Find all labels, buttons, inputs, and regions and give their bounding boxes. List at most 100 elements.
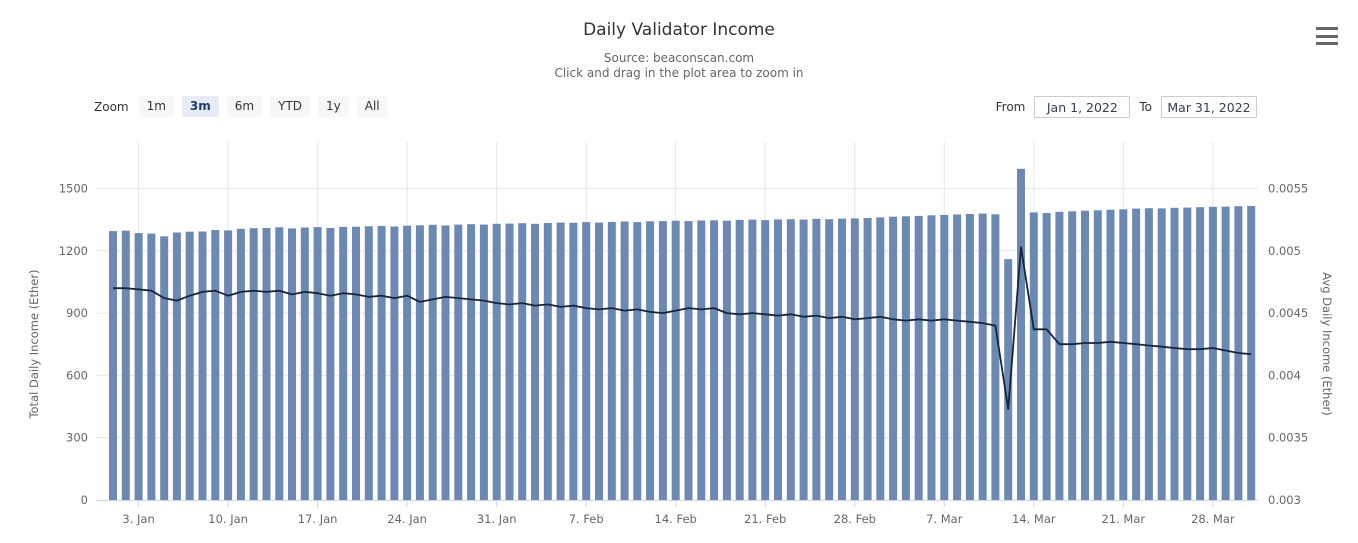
hamburger-menu-icon[interactable] bbox=[1314, 26, 1340, 46]
bar[interactable] bbox=[940, 214, 949, 500]
bar[interactable] bbox=[569, 222, 578, 501]
bar[interactable] bbox=[236, 228, 245, 501]
bar[interactable] bbox=[531, 223, 539, 501]
bar[interactable] bbox=[441, 225, 450, 501]
bar[interactable] bbox=[1196, 207, 1205, 500]
bar[interactable] bbox=[352, 226, 360, 500]
bar[interactable] bbox=[377, 225, 386, 500]
bar[interactable] bbox=[1055, 211, 1064, 501]
to-date-input[interactable] bbox=[1161, 96, 1257, 118]
bar[interactable] bbox=[172, 232, 181, 501]
bar[interactable] bbox=[364, 226, 373, 501]
bar[interactable] bbox=[838, 218, 846, 500]
bar[interactable] bbox=[1247, 205, 1256, 500]
bar[interactable] bbox=[211, 230, 220, 500]
bar[interactable] bbox=[825, 219, 834, 500]
bar[interactable] bbox=[953, 214, 962, 501]
bar[interactable] bbox=[1106, 209, 1115, 500]
bar[interactable] bbox=[1144, 208, 1153, 500]
bar[interactable] bbox=[1132, 208, 1141, 500]
bar[interactable] bbox=[300, 227, 309, 501]
bar[interactable] bbox=[774, 219, 782, 500]
bar[interactable] bbox=[467, 224, 476, 500]
bar[interactable] bbox=[134, 233, 143, 500]
bar[interactable] bbox=[633, 222, 642, 500]
bar[interactable] bbox=[812, 218, 821, 501]
bar[interactable] bbox=[415, 225, 424, 501]
column-series[interactable] bbox=[109, 168, 1256, 501]
zoom-button-all[interactable]: All bbox=[356, 96, 388, 117]
bar[interactable] bbox=[1004, 259, 1013, 500]
bar[interactable] bbox=[1170, 207, 1179, 501]
bar[interactable] bbox=[889, 216, 898, 500]
bar[interactable] bbox=[121, 230, 130, 500]
bar[interactable] bbox=[1017, 168, 1025, 501]
bar[interactable] bbox=[275, 227, 284, 501]
bar[interactable] bbox=[262, 228, 271, 500]
bar[interactable] bbox=[403, 225, 412, 500]
bar[interactable] bbox=[1093, 210, 1102, 501]
bar[interactable] bbox=[735, 219, 744, 500]
from-date-input[interactable] bbox=[1034, 96, 1131, 118]
bar[interactable] bbox=[1208, 206, 1217, 501]
zoom-button-1m[interactable]: 1m bbox=[138, 96, 174, 117]
bar[interactable] bbox=[185, 231, 194, 500]
bar[interactable] bbox=[620, 221, 629, 501]
bar[interactable] bbox=[1157, 208, 1166, 500]
zoom-button-6m[interactable]: 6m bbox=[226, 96, 263, 117]
bar[interactable] bbox=[1081, 210, 1089, 500]
bar[interactable] bbox=[710, 220, 719, 501]
bar[interactable] bbox=[748, 219, 757, 500]
bar[interactable] bbox=[927, 215, 936, 501]
bar[interactable] bbox=[147, 233, 156, 500]
bar[interactable] bbox=[1119, 209, 1128, 501]
bar[interactable] bbox=[390, 226, 399, 501]
bar[interactable] bbox=[722, 220, 731, 500]
bar[interactable] bbox=[339, 226, 348, 500]
zoom-button-3m[interactable]: 3m bbox=[181, 96, 219, 117]
bar[interactable] bbox=[863, 218, 872, 500]
bar[interactable] bbox=[646, 221, 655, 501]
bar[interactable] bbox=[492, 223, 501, 501]
bar[interactable] bbox=[224, 230, 233, 500]
bar[interactable] bbox=[109, 231, 117, 500]
plot-area[interactable]: 3. Jan 10. Jan 17. Jan 24. Jan 31. Jan 7. Feb… bbox=[0, 128, 1358, 543]
bar[interactable] bbox=[761, 220, 770, 500]
bar[interactable] bbox=[518, 223, 527, 500]
bar[interactable] bbox=[786, 219, 795, 500]
bar[interactable] bbox=[479, 224, 488, 500]
bar[interactable] bbox=[850, 218, 859, 500]
line-series[interactable] bbox=[113, 246, 1252, 410]
bar[interactable] bbox=[914, 215, 923, 500]
bar[interactable] bbox=[607, 221, 616, 500]
bar[interactable] bbox=[1068, 211, 1077, 501]
bar[interactable] bbox=[326, 228, 335, 500]
bar[interactable] bbox=[556, 222, 565, 500]
bar[interactable] bbox=[671, 220, 680, 500]
bar[interactable] bbox=[582, 222, 591, 500]
bar[interactable] bbox=[505, 223, 514, 500]
bar[interactable] bbox=[595, 222, 603, 500]
bar[interactable] bbox=[1029, 212, 1038, 500]
bar[interactable] bbox=[901, 216, 910, 501]
zoom-button-ytd[interactable]: YTD bbox=[270, 96, 311, 117]
bar[interactable] bbox=[978, 213, 987, 500]
bar[interactable] bbox=[198, 231, 207, 501]
bar[interactable] bbox=[543, 223, 552, 500]
bar[interactable] bbox=[1042, 213, 1051, 500]
bar[interactable] bbox=[313, 227, 322, 500]
bar[interactable] bbox=[288, 228, 296, 500]
bar[interactable] bbox=[991, 214, 1000, 501]
bar[interactable] bbox=[697, 220, 706, 501]
bar[interactable] bbox=[249, 228, 258, 500]
bar[interactable] bbox=[454, 224, 463, 500]
bar[interactable] bbox=[799, 219, 808, 500]
bar[interactable] bbox=[1183, 207, 1192, 500]
bar[interactable] bbox=[160, 236, 169, 501]
bar[interactable] bbox=[684, 221, 693, 500]
zoom-button-1y[interactable]: 1y bbox=[318, 96, 349, 117]
bar[interactable] bbox=[965, 214, 974, 500]
bar[interactable] bbox=[1221, 206, 1230, 500]
bar[interactable] bbox=[428, 224, 437, 501]
bar[interactable] bbox=[658, 221, 667, 500]
